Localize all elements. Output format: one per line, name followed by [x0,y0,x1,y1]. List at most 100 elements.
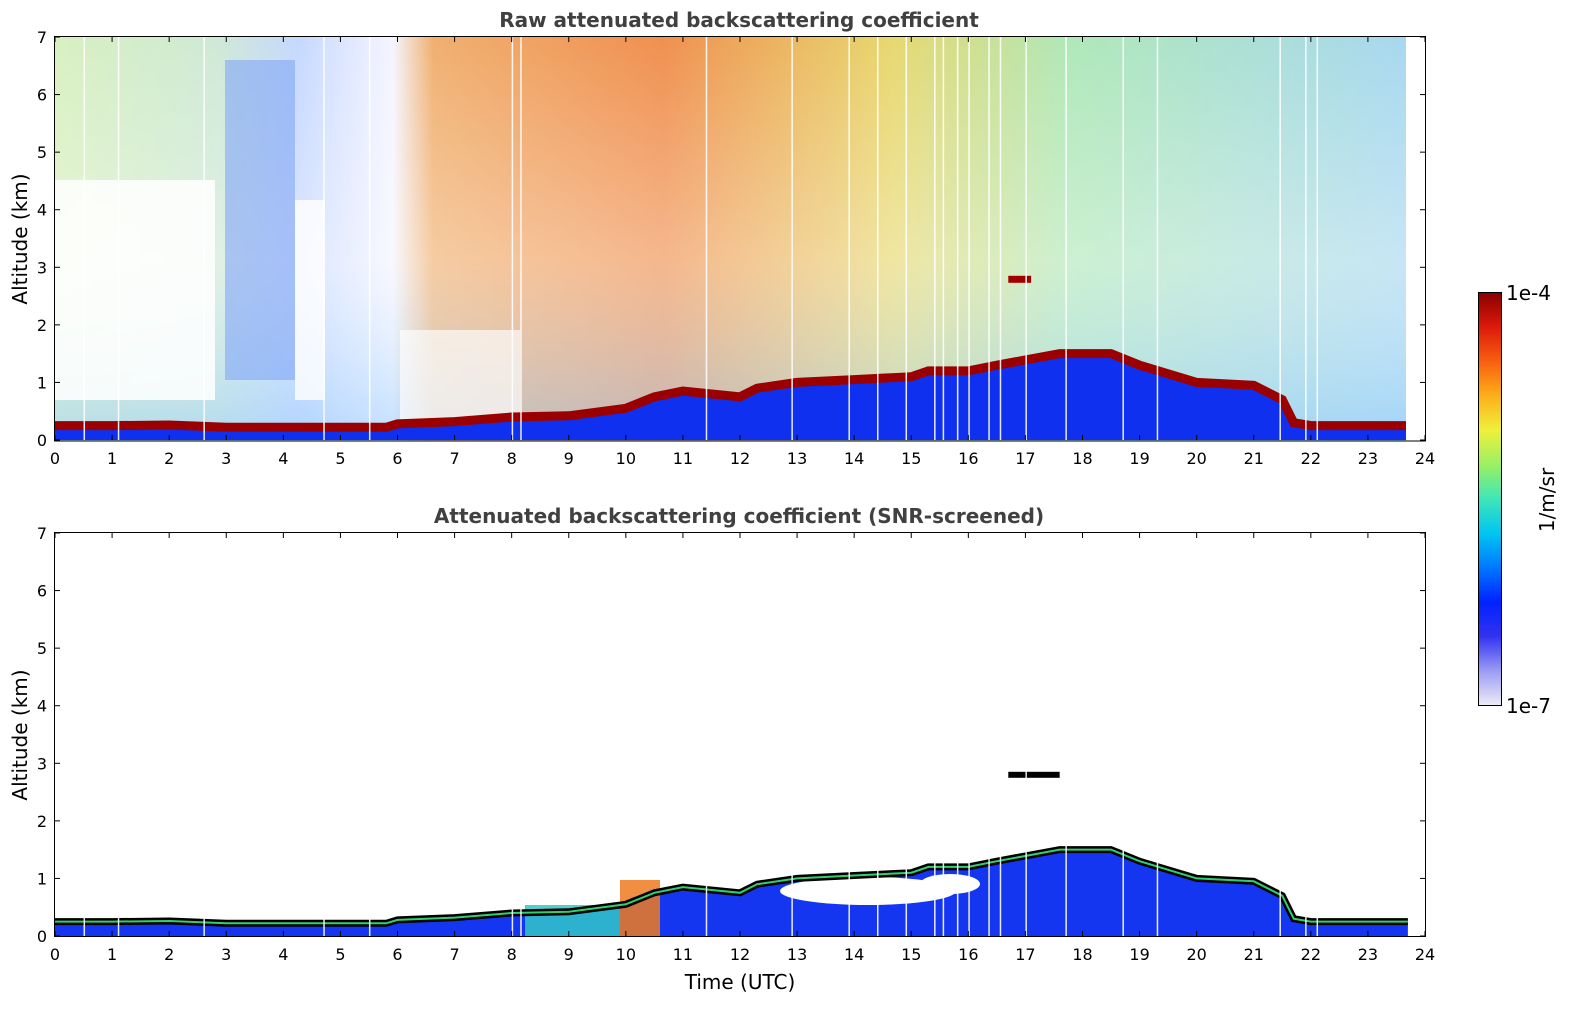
data-gap [968,533,970,936]
panel-raw: Raw attenuated backscattering coefficien… [8,8,1435,468]
data-gap [1279,37,1281,440]
y-tick-label: 7 [37,524,47,543]
x-tick-label: 4 [278,449,288,468]
data-gap [117,533,120,936]
data-gap [83,37,86,440]
x-tick-label: 17 [1015,449,1035,468]
x-tick-label: 19 [1129,945,1149,964]
colorbar-frame [1478,292,1502,706]
y-tick-label: 3 [37,258,47,277]
data-gap [1065,37,1067,440]
data-gap [1065,533,1067,936]
x-tick-label: 8 [507,945,517,964]
raw-data-gaps [83,37,1319,440]
x-tick-label: 9 [564,945,574,964]
x-axis: 0 1 2 3 4 5 6 7 8 9 10 11 12 13 14 15 16 17 18 19 20 21 22 23 24 [50,37,1435,468]
y-tick-label: 1 [37,373,47,392]
x-tick-label: 1 [107,449,117,468]
y-tick-label: 5 [37,639,47,658]
screened-backscatter-field [55,533,1408,936]
raw-cloud-base-layer [55,349,1408,432]
data-gap [1279,533,1281,936]
x-tick-label: 18 [1072,945,1092,964]
colorbar-min-label: 1e-7 [1506,694,1551,718]
data-gap [1156,37,1159,440]
screened-layer-edge [55,848,1408,925]
x-tick-label: 24 [1415,449,1435,468]
data-gap [956,37,959,440]
data-gap [511,37,514,440]
x-tick-label: 12 [730,945,750,964]
data-gap [988,533,990,936]
x-tick-label: 18 [1072,449,1092,468]
x-tick-label: 7 [449,945,459,964]
x-tick-label: 10 [616,945,636,964]
raw-clear-region [295,200,325,400]
raw-backscatter-field [55,37,1425,441]
data-gap [905,533,908,936]
data-gap [1025,533,1027,936]
data-gap [942,37,945,440]
x-tick-label: 11 [673,945,693,964]
panel-snr-screened: Attenuated backscattering coefficient (S… [8,504,1435,994]
y-tick-label: 2 [37,316,47,335]
plot-frame [54,36,1426,442]
x-tick-label: 21 [1244,449,1264,468]
y-axis: 0 1 2 3 4 5 6 7 [37,524,1425,946]
y-axis-label: Altitude (km) [8,669,32,800]
y-tick-label: 2 [37,812,47,831]
y-tick-label: 4 [37,697,47,716]
x-axis-label: Time (UTC) [684,970,796,994]
x-tick-label: 15 [901,945,921,964]
x-tick-label: 16 [958,449,978,468]
screened-clear-patch [780,877,956,905]
data-gap [368,533,371,936]
data-gap [791,533,793,936]
y-tick-label: 1 [37,869,47,888]
x-tick-label: 4 [278,945,288,964]
x-tick-label: 3 [221,945,231,964]
raw-clear-region [55,180,215,400]
chart-title: Attenuated backscattering coefficient (S… [434,504,1044,528]
y-axis: 0 1 2 3 4 5 6 7 [37,28,1425,450]
x-tick-label: 23 [1358,945,1378,964]
screened-elevated-layer [1008,771,1060,778]
raw-clear-region [400,330,520,430]
data-gap [511,533,514,936]
data-gap [705,533,708,936]
y-tick-label: 6 [37,86,47,105]
colorbar-label: 1/m/sr [1535,467,1559,532]
y-tick-label: 0 [37,431,47,450]
data-gap [848,37,850,440]
data-gap [877,533,879,936]
y-tick-label: 0 [37,927,47,946]
colorbar: 1e-4 1e-7 1/m/sr [1478,281,1559,718]
x-tick-label: 21 [1244,945,1264,964]
data-gap [999,533,1002,936]
y-tick-label: 3 [37,754,47,773]
x-tick-label: 6 [392,945,402,964]
x-tick-label: 0 [50,449,60,468]
x-tick-label: 14 [844,945,864,964]
x-tick-label: 13 [787,945,807,964]
x-tick-label: 20 [1186,945,1206,964]
x-tick-label: 2 [164,449,174,468]
x-tick-label: 14 [844,449,864,468]
screened-aerosol-patch [620,880,660,936]
raw-elevated-layer [1008,275,1032,283]
data-gap [942,533,945,936]
x-tick-label: 19 [1129,449,1149,468]
data-gap [1316,533,1319,936]
data-gap [1122,37,1124,440]
x-tick-label: 7 [449,449,459,468]
data-gap [848,533,850,936]
raw-noise-region [225,60,295,380]
data-gap [323,533,325,936]
x-tick-label: 5 [335,449,345,468]
data-gap [323,37,325,440]
colorbar-gradient [1479,293,1501,705]
y-tick-label: 5 [37,143,47,162]
x-tick-label: 6 [392,449,402,468]
data-gap [934,533,936,936]
